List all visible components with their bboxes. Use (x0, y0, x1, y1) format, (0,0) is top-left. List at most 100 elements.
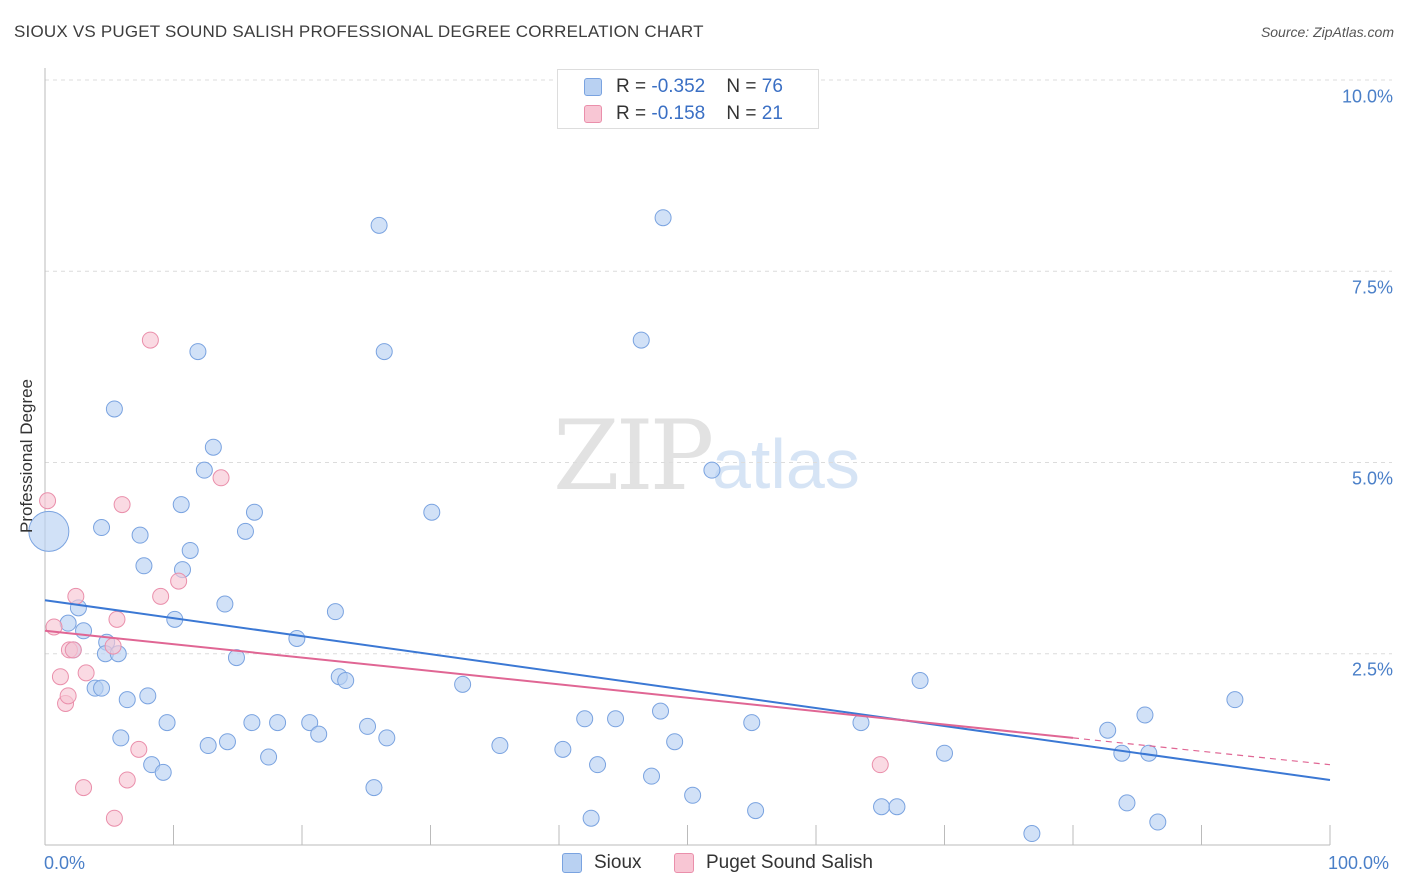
data-point-salish (77, 664, 95, 682)
legend-n-label: N = (726, 76, 762, 97)
data-point-sioux (105, 400, 123, 418)
data-point-sioux (204, 438, 222, 456)
watermark-zip: ZIP (553, 400, 714, 512)
data-point-sioux (632, 331, 650, 349)
data-point-sioux (288, 629, 306, 647)
data-point-sioux (310, 725, 328, 743)
data-point-sioux (112, 729, 130, 747)
data-point-sioux (607, 710, 625, 728)
legend-n-label: N = (726, 103, 762, 124)
data-point-sioux (135, 557, 153, 575)
y-axis-label: Professional Degree (17, 378, 36, 534)
data-point-sioux (582, 809, 600, 827)
y-tick-label-7-5: 7.5% (1351, 277, 1393, 298)
data-point-sioux (337, 672, 355, 690)
data-point-sioux (365, 779, 383, 797)
data-point-sioux (666, 733, 684, 751)
legend-r-value: -0.352 (651, 76, 706, 97)
data-point-salish (51, 668, 69, 686)
data-point-sioux (873, 798, 891, 816)
data-point-sioux (378, 729, 396, 747)
data-point-sioux (59, 614, 77, 632)
data-point-sioux (326, 603, 344, 621)
legend-swatch-salish (674, 853, 694, 873)
data-point-salish (75, 779, 93, 797)
data-point-sioux (227, 649, 245, 667)
data-point-salish (170, 572, 188, 590)
data-point-salish (59, 687, 77, 705)
data-point-sioux (154, 763, 172, 781)
data-point-sioux (28, 510, 70, 552)
trend-line-salish (44, 629, 1074, 739)
trend-line-extension-salish (1072, 737, 1331, 766)
data-point-sioux (747, 802, 765, 820)
data-point-salish (104, 637, 122, 655)
data-point-sioux (236, 522, 254, 540)
data-point-sioux (554, 740, 572, 758)
y-tick-label-5: 5.0% (1351, 468, 1393, 489)
legend-item-salish: Puget Sound Salish (674, 852, 873, 874)
data-point-sioux (911, 672, 929, 690)
data-point-sioux (181, 541, 199, 559)
legend-label-sioux: Sioux (594, 852, 642, 873)
data-point-salish (67, 587, 85, 605)
chart-title: SIOUX VS PUGET SOUND SALISH PROFESSIONAL… (14, 22, 704, 41)
data-point-sioux (1226, 691, 1244, 709)
data-point-sioux (216, 595, 234, 613)
data-point-sioux (158, 714, 176, 732)
legend-swatch-sioux (562, 853, 582, 873)
data-point-sioux (1099, 721, 1117, 739)
data-point-sioux (359, 717, 377, 735)
data-point-sioux (93, 519, 111, 537)
data-point-sioux (1023, 825, 1041, 843)
legend-swatch-sioux (584, 78, 602, 96)
data-point-sioux (301, 714, 319, 732)
data-point-salish (152, 587, 170, 605)
legend-correlation: R = -0.352 N = 76 R = -0.158 N = 21 (557, 69, 819, 129)
data-point-salish (141, 331, 159, 349)
data-point-sioux (189, 343, 207, 361)
legend-item-sioux: Sioux (562, 852, 642, 874)
data-point-sioux (139, 687, 157, 705)
data-point-sioux (703, 461, 721, 479)
data-point-sioux (172, 496, 190, 514)
data-point-salish (871, 756, 889, 774)
data-point-salish (64, 641, 82, 659)
data-point-sioux (218, 733, 236, 751)
y-tick-label-10: 10.0% (1341, 86, 1393, 107)
data-point-sioux (195, 461, 213, 479)
data-point-sioux (589, 756, 607, 774)
data-point-sioux (1136, 706, 1154, 724)
data-point-salish (130, 740, 148, 758)
x-tick-label-min: 0.0% (44, 853, 86, 873)
data-point-sioux (743, 714, 761, 732)
data-point-sioux (643, 767, 661, 785)
x-tick-label-max: 100.0% (1328, 853, 1390, 873)
legend-r-label: R = (616, 76, 652, 97)
legend-r-value: -0.158 (651, 103, 706, 124)
source-label: Source: ZipAtlas.com (1260, 24, 1394, 40)
watermark-atlas: atlas (712, 425, 860, 503)
data-point-sioux (370, 216, 388, 234)
data-point-sioux (654, 209, 672, 227)
y-tick-label-2-5: 2.5% (1351, 659, 1393, 680)
data-point-sioux (118, 691, 136, 709)
data-point-sioux (576, 710, 594, 728)
data-point-salish (118, 771, 136, 789)
legend-r-label: R = (616, 103, 652, 124)
data-point-sioux (131, 526, 149, 544)
data-point-sioux (243, 714, 261, 732)
data-point-sioux (93, 679, 111, 697)
legend-n-value: 76 (761, 76, 783, 97)
data-point-sioux (1113, 744, 1131, 762)
data-point-salish (212, 469, 230, 487)
legend-swatch-salish (584, 105, 602, 123)
data-point-sioux (1149, 813, 1167, 831)
legend-n-value: 21 (761, 103, 783, 124)
data-point-sioux (454, 675, 472, 693)
trend-line-sioux (44, 599, 1331, 781)
data-point-salish (113, 496, 131, 514)
data-point-sioux (260, 748, 278, 766)
data-point-sioux (888, 798, 906, 816)
